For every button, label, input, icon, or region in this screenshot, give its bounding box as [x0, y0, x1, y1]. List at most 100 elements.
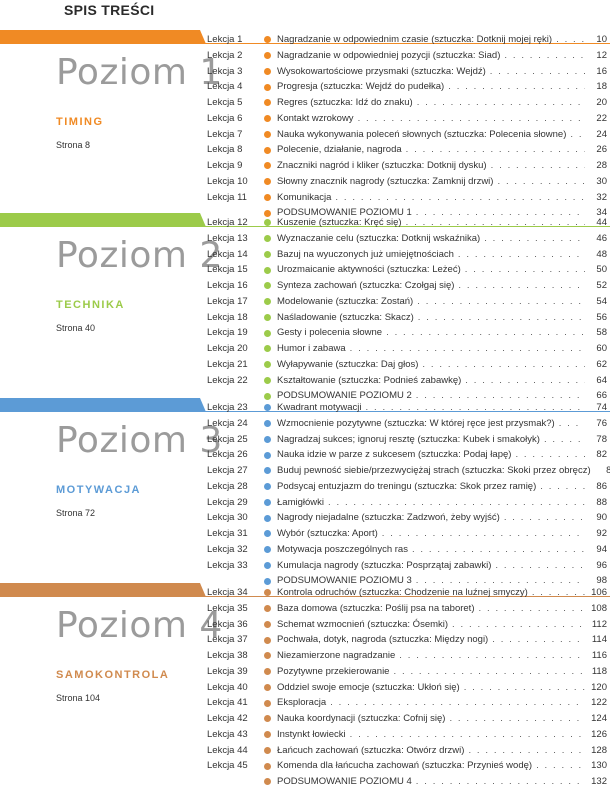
lesson-page-number: 124 [591, 713, 607, 724]
lesson-row[interactable]: Lekcja 36 Schemat wzmocnień (sztuczka: Ós… [207, 617, 607, 633]
lesson-number: Lekcja 34 [207, 587, 248, 598]
lesson-row[interactable]: Lekcja 21 Wyłapywanie (sztuczka: Daj głos… [207, 357, 607, 373]
lesson-row[interactable]: PODSUMOWANIE POZIOMU 1 34 [207, 205, 607, 221]
lesson-title: Nagradzaj sukces; ignoruj resztę (sztucz… [277, 433, 540, 445]
lesson-row[interactable]: Lekcja 17 Modelowanie (sztuczka: Zostań) 5… [207, 294, 607, 310]
lesson-number: Lekcja 10 [207, 175, 248, 187]
lesson-number: Lekcja 15 [207, 264, 248, 276]
lesson-row[interactable]: Lekcja 43 Instynkt łowiecki 126 [207, 727, 607, 743]
lesson-row[interactable]: Lekcja 11 Komunikacja 32 [207, 190, 607, 206]
lesson-number: Lekcja 43 [207, 728, 248, 740]
lesson-row[interactable]: Lekcja 19 Gesty i polecenia słowne 58 [207, 325, 607, 341]
lesson-row[interactable]: Lekcja 35 Baza domowa (sztuczka: Poślij p… [207, 601, 607, 617]
lesson-number: Lekcja 22 [207, 374, 248, 386]
bullet-dot-icon [264, 620, 271, 628]
lesson-page-number: 114 [591, 634, 607, 646]
dot-leaders [393, 664, 585, 680]
bullet-dot-icon [264, 345, 271, 353]
lesson-row[interactable]: Lekcja 30 Nagrody niejadalne (sztuczka: Z… [207, 510, 607, 526]
bullet-dot-icon [264, 250, 271, 258]
lesson-title: Kwadrant motywacji [277, 402, 362, 413]
bullet-dot-icon [264, 683, 271, 691]
lesson-page-number: 20 [596, 97, 607, 108]
lesson-row[interactable]: Lekcja 8 Polecenie, działanie, nagroda 26 [207, 142, 607, 158]
level-subtitle: TIMING [56, 116, 104, 128]
level-color-band [0, 583, 206, 597]
lesson-row[interactable]: Lekcja 44 Łańcuch zachowań (sztuczka: Otw… [207, 743, 607, 759]
lesson-row[interactable]: PODSUMOWANIE POZIOMU 4 132 [207, 774, 607, 790]
lesson-number: Lekcja 33 [207, 559, 248, 571]
lesson-row[interactable]: Lekcja 9 Znaczniki nagród i kliker (sztuc… [207, 158, 607, 174]
lesson-row[interactable]: Lekcja 27 Buduj pewność siebie/przezwycię… [207, 463, 610, 479]
lesson-number: Lekcja 30 [207, 512, 248, 524]
lesson-row[interactable]: Lekcja 34 Kontrola odruchów (sztuczka: Ch… [207, 585, 607, 601]
lesson-list: Lekcja 12 Kuszenie (sztuczka: Kręć się) 44… [207, 215, 607, 404]
lesson-row[interactable]: Lekcja 20 Humor i zabawa 60 [207, 341, 607, 357]
lesson-page-number: 44 [596, 217, 607, 228]
lesson-row[interactable]: Lekcja 15 Urozmaicanie aktywności (sztucz… [207, 262, 607, 278]
dot-leaders [449, 711, 585, 727]
lesson-number: Lekcja 5 [207, 97, 243, 108]
level-color-band [0, 213, 206, 227]
lesson-page-number: 62 [596, 358, 607, 370]
lesson-row[interactable]: Lekcja 12 Kuszenie (sztuczka: Kręć się) 44 [207, 215, 607, 231]
lesson-number: Lekcja 8 [207, 144, 243, 156]
lesson-row[interactable]: Lekcja 42 Nauka koordynacji (sztuczka: Co… [207, 711, 607, 727]
lesson-row[interactable]: Lekcja 6 Kontakt wzrokowy 22 [207, 111, 607, 127]
lesson-row[interactable]: Lekcja 23 Kwadrant motywacji 74 [207, 400, 607, 416]
lesson-row[interactable]: Lekcja 18 Naśladowanie (sztuczka: Skacz) 5… [207, 310, 607, 326]
lesson-title: Urozmaicanie aktywności (sztuczka: Leżeć… [277, 264, 461, 276]
level-section: Poziom 3 MOTYWACJA Strona 72 Lekcja 23 Kwadr… [0, 398, 610, 594]
lesson-number: Lekcja 20 [207, 343, 248, 354]
lesson-row[interactable]: Lekcja 10 Słowny znacznik nagrody (sztucz… [207, 174, 607, 190]
dot-leaders [491, 158, 585, 174]
lesson-row[interactable]: Lekcja 32 Motywacja poszczególnych ras 94 [207, 542, 607, 558]
lesson-row[interactable]: Lekcja 31 Wybór (sztuczka: Aport) 92 [207, 526, 607, 542]
bullet-dot-icon [264, 178, 271, 186]
lesson-page-number: 82 [596, 449, 607, 461]
lesson-row[interactable]: Lekcja 1 Nagradzanie w odpowiednim czasie… [207, 32, 607, 48]
lesson-page-number: 64 [596, 374, 607, 386]
bullet-dot-icon [264, 67, 271, 75]
level-title: Poziom 2 [56, 235, 223, 276]
lesson-row[interactable]: Lekcja 14 Bazuj na wyuczonych już umiejęt… [207, 247, 607, 263]
dot-leaders [350, 727, 585, 743]
lesson-title: Motywacja poszczególnych ras [277, 543, 408, 555]
lesson-page-number: 94 [596, 543, 607, 555]
lesson-row[interactable]: Lekcja 45 Komenda dla łańcucha zachowań (… [207, 758, 607, 774]
lesson-row[interactable]: Lekcja 24 Wzmocnienie pozytywne (sztuczka… [207, 416, 607, 432]
dot-leaders [492, 632, 585, 648]
lesson-row[interactable]: Lekcja 38 Niezamierzone nagradzanie 116 [207, 648, 607, 664]
bullet-dot-icon [264, 115, 271, 123]
lesson-row[interactable]: Lekcja 2 Nagradzanie w odpowiedniej pozyc… [207, 48, 607, 64]
lesson-row[interactable]: Lekcja 37 Pochwała, dotyk, nagroda (sztuc… [207, 632, 607, 648]
dot-leaders [452, 617, 585, 633]
dot-leaders [417, 95, 585, 111]
lesson-row[interactable]: Lekcja 5 Regres (sztuczka: Idź do znaku) 2… [207, 95, 607, 111]
lesson-row[interactable]: Lekcja 4 Progresja (sztuczka: Wejdź do pu… [207, 79, 607, 95]
lesson-row[interactable]: Lekcja 25 Nagradzaj sukces; ignoruj reszt… [207, 432, 607, 448]
lesson-row[interactable]: Lekcja 13 Wyznaczanie celu (sztuczka: Dot… [207, 231, 607, 247]
lesson-page-number: 108 [591, 602, 607, 614]
lesson-row[interactable]: Lekcja 16 Synteza zachowań (sztuczka: Czo… [207, 278, 607, 294]
lesson-row[interactable]: Lekcja 7 Nauka wykonywania poleceń słowny… [207, 127, 607, 143]
lesson-row[interactable]: Lekcja 33 Kumulacja nagrody (sztuczka: Po… [207, 558, 607, 574]
lesson-row[interactable]: Lekcja 41 Eksploracja 122 [207, 695, 607, 711]
lesson-row[interactable]: Lekcja 22 Kształtowanie (sztuczka: Podnie… [207, 373, 607, 389]
lesson-title: Nagrody niejadalne (sztuczka: Zadzwoń, ż… [277, 512, 500, 524]
lesson-title: Oddziel swoje emocje (sztuczka: Ukłoń si… [277, 681, 460, 693]
lesson-row[interactable]: Lekcja 29 Łamigłówki 88 [207, 495, 607, 511]
lesson-row[interactable]: PODSUMOWANIE POZIOMU 3 98 [207, 573, 607, 589]
lesson-title: Nauka wykonywania poleceń słownych (sztu… [277, 128, 567, 140]
lesson-row[interactable]: Lekcja 40 Oddziel swoje emocje (sztuczka:… [207, 680, 607, 696]
lesson-row[interactable]: Lekcja 28 Podsycaj entuzjazm do treningu … [207, 479, 607, 495]
lesson-row[interactable]: Lekcja 3 Wysokowartościowe przysmaki (szt… [207, 64, 607, 80]
lesson-title: Buduj pewność siebie/przezwyciężaj strac… [277, 465, 591, 476]
lesson-row[interactable]: PODSUMOWANIE POZIOMU 2 66 [207, 388, 607, 404]
lesson-title: Kuszenie (sztuczka: Kręć się) [277, 217, 402, 228]
lesson-row[interactable]: Lekcja 26 Nauka idzie w parze z sukcesem … [207, 447, 607, 463]
level-section: Poziom 2 TECHNIKA Strona 40 Lekcja 12 Kuszen… [0, 213, 610, 409]
lesson-number: Lekcja 44 [207, 744, 248, 756]
dot-leaders [330, 695, 585, 711]
lesson-row[interactable]: Lekcja 39 Pozytywne przekierowanie 118 [207, 664, 607, 680]
